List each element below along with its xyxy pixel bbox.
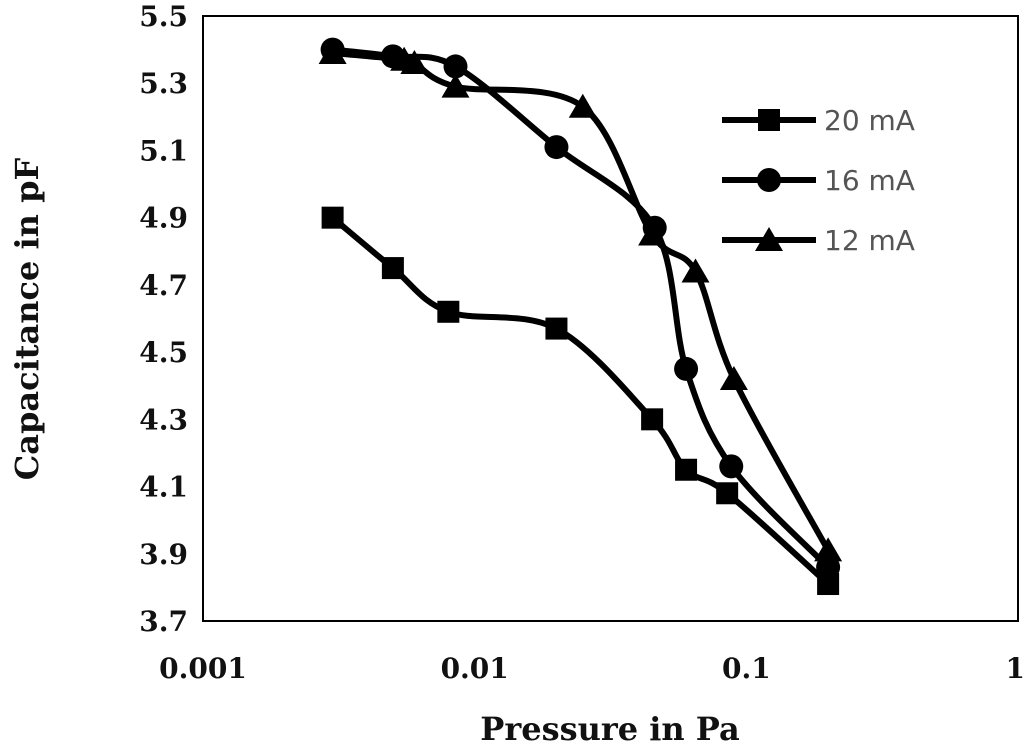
data-point-circle xyxy=(674,356,699,381)
series-line xyxy=(329,50,832,554)
series-triangle xyxy=(318,39,843,562)
data-point-triangle xyxy=(318,39,347,64)
legend-marker-triangle xyxy=(755,227,783,251)
legend-marker-circle xyxy=(757,168,781,192)
y-tick-label: 5.3 xyxy=(139,67,188,100)
data-point-circle xyxy=(719,454,744,479)
legend-entry: 16 mA xyxy=(722,164,915,197)
data-point-square xyxy=(545,317,568,340)
series-line xyxy=(329,214,832,587)
legend-entry: 20 mA xyxy=(722,104,915,137)
legend-entry: 12 mA xyxy=(722,224,915,257)
y-tick-label: 5.1 xyxy=(139,134,188,167)
x-tick-label: 1 xyxy=(1006,652,1025,685)
x-axis-title: Pressure in Pa xyxy=(480,710,739,746)
y-axis-tick-labels: 3.7 3.9 4.1 4.3 4.5 4.7 4.9 5.1 5.3 5.5 xyxy=(139,0,188,638)
data-point-square xyxy=(716,482,739,505)
x-tick-label: 0.01 xyxy=(441,652,509,685)
series-line xyxy=(329,46,832,571)
data-point-circle xyxy=(544,135,569,160)
y-tick-label: 4.1 xyxy=(139,471,188,504)
y-tick-label: 5.5 xyxy=(139,0,188,33)
legend-label: 16 mA xyxy=(824,164,915,197)
x-tick-label: 0.001 xyxy=(159,652,247,685)
legend-label: 20 mA xyxy=(824,104,915,137)
y-axis-title: Capacitance in pF xyxy=(8,158,46,481)
plot-area-frame xyxy=(202,15,1019,622)
series-square xyxy=(321,206,840,596)
x-axis-tick-labels: 0.001 0.01 0.1 1 xyxy=(159,652,1025,685)
data-point-square xyxy=(675,458,698,481)
data-point-triangle xyxy=(681,258,710,283)
data-point-triangle xyxy=(638,221,667,246)
data-point-triangle xyxy=(441,73,470,98)
y-tick-label: 4.3 xyxy=(139,403,188,436)
data-point-square xyxy=(641,408,664,431)
data-point-circle xyxy=(443,54,468,79)
data-point-square xyxy=(381,257,404,280)
x-tick-label: 0.1 xyxy=(722,652,771,685)
data-point-triangle xyxy=(814,537,843,562)
y-tick-label: 3.7 xyxy=(139,605,188,638)
y-tick-label: 4.9 xyxy=(139,202,188,235)
legend-label: 12 mA xyxy=(824,224,915,257)
legend: 20 mA 16 mA 12 mA xyxy=(722,104,915,257)
series-layer xyxy=(318,37,843,596)
data-point-square xyxy=(321,206,344,229)
data-point-square xyxy=(817,573,840,596)
legend-marker-square xyxy=(758,109,780,131)
y-tick-label: 4.5 xyxy=(139,336,188,369)
data-point-triangle xyxy=(568,93,597,118)
y-tick-label: 3.9 xyxy=(139,538,188,571)
data-point-triangle xyxy=(719,366,748,390)
y-tick-label: 4.7 xyxy=(139,269,188,302)
data-point-triangle xyxy=(400,50,429,75)
data-point-square xyxy=(437,300,460,323)
